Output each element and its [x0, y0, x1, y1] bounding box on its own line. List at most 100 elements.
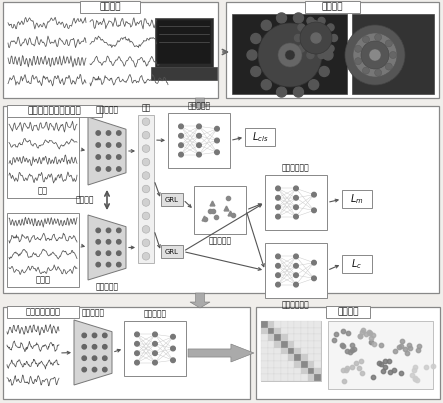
Circle shape [319, 33, 329, 44]
Circle shape [197, 133, 201, 138]
Bar [274, 334, 281, 341]
Point [401, 345, 408, 352]
Circle shape [298, 24, 305, 31]
Circle shape [285, 50, 295, 60]
Bar [268, 374, 274, 381]
Bar [288, 334, 294, 341]
Circle shape [276, 282, 280, 287]
Circle shape [171, 358, 175, 363]
Bar [301, 361, 308, 368]
Text: 应用域适应网络: 应用域适应网络 [26, 307, 61, 316]
Circle shape [385, 40, 392, 47]
Polygon shape [188, 344, 254, 362]
Circle shape [142, 118, 150, 125]
Bar [308, 348, 315, 354]
Circle shape [354, 46, 361, 52]
Circle shape [106, 228, 111, 233]
Bar [261, 321, 321, 381]
Polygon shape [88, 215, 126, 280]
Circle shape [179, 143, 183, 147]
Bar [274, 361, 281, 368]
Text: 目标域: 目标域 [35, 275, 51, 284]
Bar [261, 341, 268, 348]
Circle shape [307, 52, 314, 58]
Point [412, 364, 419, 370]
Bar [268, 354, 274, 361]
Circle shape [117, 143, 121, 147]
Circle shape [106, 131, 111, 135]
Circle shape [375, 34, 381, 41]
Bar [274, 348, 281, 354]
Circle shape [294, 214, 298, 219]
Circle shape [142, 226, 150, 233]
Bar [274, 341, 281, 348]
Point [362, 331, 369, 338]
Bar [315, 361, 321, 368]
Point [339, 367, 346, 373]
Circle shape [96, 143, 101, 147]
Circle shape [142, 131, 150, 139]
Circle shape [362, 36, 369, 43]
Circle shape [96, 228, 101, 233]
Point [342, 367, 350, 373]
Circle shape [369, 49, 381, 61]
Bar [3, 2, 218, 98]
Circle shape [294, 273, 298, 278]
Text: 特征: 特征 [141, 103, 151, 112]
Point [353, 360, 360, 366]
Circle shape [153, 341, 157, 346]
Point [356, 365, 363, 372]
Circle shape [197, 152, 201, 157]
Circle shape [117, 240, 121, 244]
Bar [232, 14, 347, 94]
Circle shape [82, 345, 86, 349]
Bar [268, 341, 274, 348]
Point [343, 364, 350, 371]
Circle shape [82, 333, 86, 338]
Circle shape [117, 155, 121, 159]
Circle shape [294, 282, 298, 287]
Circle shape [179, 133, 183, 138]
Bar [315, 334, 321, 341]
Bar [301, 328, 308, 334]
Circle shape [82, 368, 86, 372]
Bar [288, 361, 294, 368]
Bar [288, 341, 294, 348]
Text: GRL: GRL [165, 197, 179, 202]
Bar [245, 128, 275, 146]
Circle shape [92, 368, 97, 372]
Bar [261, 368, 268, 374]
Polygon shape [190, 98, 210, 109]
Circle shape [96, 167, 101, 171]
Bar [288, 321, 294, 328]
Circle shape [300, 22, 332, 54]
Circle shape [142, 239, 150, 247]
Bar [315, 321, 321, 328]
Bar [301, 334, 308, 341]
Circle shape [385, 63, 392, 70]
Point [387, 369, 394, 376]
Text: 特征学习器: 特征学习器 [82, 308, 105, 317]
Bar [157, 20, 211, 64]
Point [422, 364, 429, 370]
Circle shape [106, 155, 111, 159]
Circle shape [294, 195, 298, 200]
Polygon shape [88, 117, 126, 185]
Circle shape [103, 333, 107, 338]
Circle shape [153, 360, 157, 365]
Circle shape [153, 332, 157, 337]
Point [385, 357, 392, 364]
Bar [294, 334, 301, 341]
Circle shape [96, 240, 101, 244]
Text: 域适应网络搭建和训练: 域适应网络搭建和训练 [27, 106, 82, 116]
Bar [288, 374, 294, 381]
Bar [268, 361, 274, 368]
Point [397, 370, 404, 376]
Circle shape [106, 167, 111, 171]
Bar [274, 374, 281, 381]
Bar [81, 1, 140, 13]
Bar [305, 1, 360, 13]
Bar [268, 334, 274, 341]
Bar [274, 328, 281, 334]
Bar [315, 374, 321, 381]
